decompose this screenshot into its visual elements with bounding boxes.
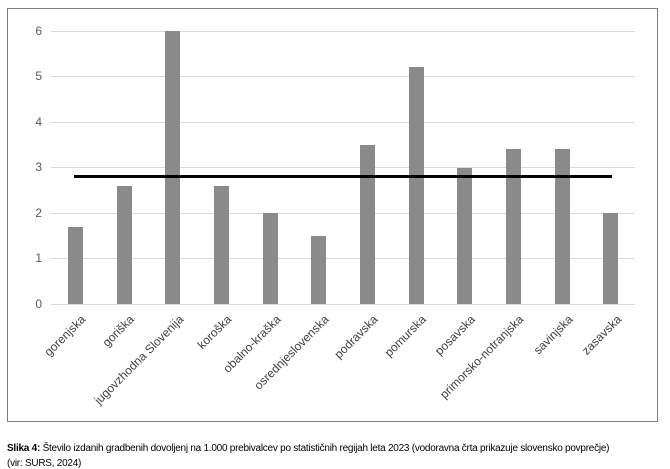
bar bbox=[67, 226, 83, 304]
gridline bbox=[51, 258, 635, 259]
gridline bbox=[51, 30, 635, 32]
x-axis-category-label: goriška bbox=[99, 312, 138, 350]
y-axis-tick-label: 3 bbox=[35, 160, 42, 174]
bar-chart: 0 1 2 3 4 5 6 gorenjska goriška jugovzhodna Slove… bbox=[8, 9, 657, 421]
x-axis-category-label: pomurska bbox=[382, 312, 430, 360]
caption-label: Slika 4: bbox=[7, 443, 41, 454]
bar bbox=[554, 149, 570, 304]
y-axis-tick-label: 2 bbox=[35, 205, 42, 220]
x-axis-category-label: gorenjska bbox=[41, 312, 89, 359]
x-axis-category-label: zasavska bbox=[578, 312, 624, 358]
x-axis-category-label: jugovzhodna Slovenija bbox=[91, 312, 186, 408]
bar bbox=[213, 185, 229, 304]
gridline bbox=[51, 121, 635, 123]
bar bbox=[311, 235, 327, 304]
gridline bbox=[51, 76, 635, 77]
caption-source: (vir: SURS, 2024) bbox=[7, 458, 82, 469]
x-axis-category-label: podravska bbox=[331, 312, 381, 362]
figure-caption: Slika 4: Število izdanih gradbenih dovol… bbox=[7, 441, 667, 469]
x-axis-category-label: savinjska bbox=[530, 312, 576, 358]
y-axis-tick-label: 1 bbox=[35, 251, 42, 265]
bar bbox=[505, 149, 521, 304]
caption-text: Število izdanih gradbenih dovoljenj na 1… bbox=[42, 443, 610, 454]
y-axis-tick-label: 0 bbox=[35, 296, 42, 311]
y-axis-tick-label: 4 bbox=[35, 114, 42, 129]
y-axis-tick-label: 6 bbox=[35, 23, 42, 38]
bar bbox=[603, 213, 619, 304]
bar bbox=[457, 167, 473, 304]
bar bbox=[359, 144, 375, 304]
gridline bbox=[51, 167, 635, 168]
y-axis-tick-label: 5 bbox=[35, 69, 42, 83]
x-axis-category-label: koroška bbox=[194, 312, 235, 352]
x-axis-category-label: primorsko-notranjska bbox=[437, 312, 527, 402]
chart-frame: 0 1 2 3 4 5 6 gorenjska goriška jugovzhodna Slove… bbox=[7, 8, 658, 422]
bar bbox=[165, 31, 181, 304]
bar bbox=[408, 67, 424, 304]
gridline bbox=[51, 303, 635, 305]
average-reference-line bbox=[74, 175, 612, 179]
x-axis-category-label: posavska bbox=[432, 312, 478, 359]
bar bbox=[262, 213, 278, 304]
gridline bbox=[51, 212, 635, 214]
bar bbox=[116, 185, 132, 304]
